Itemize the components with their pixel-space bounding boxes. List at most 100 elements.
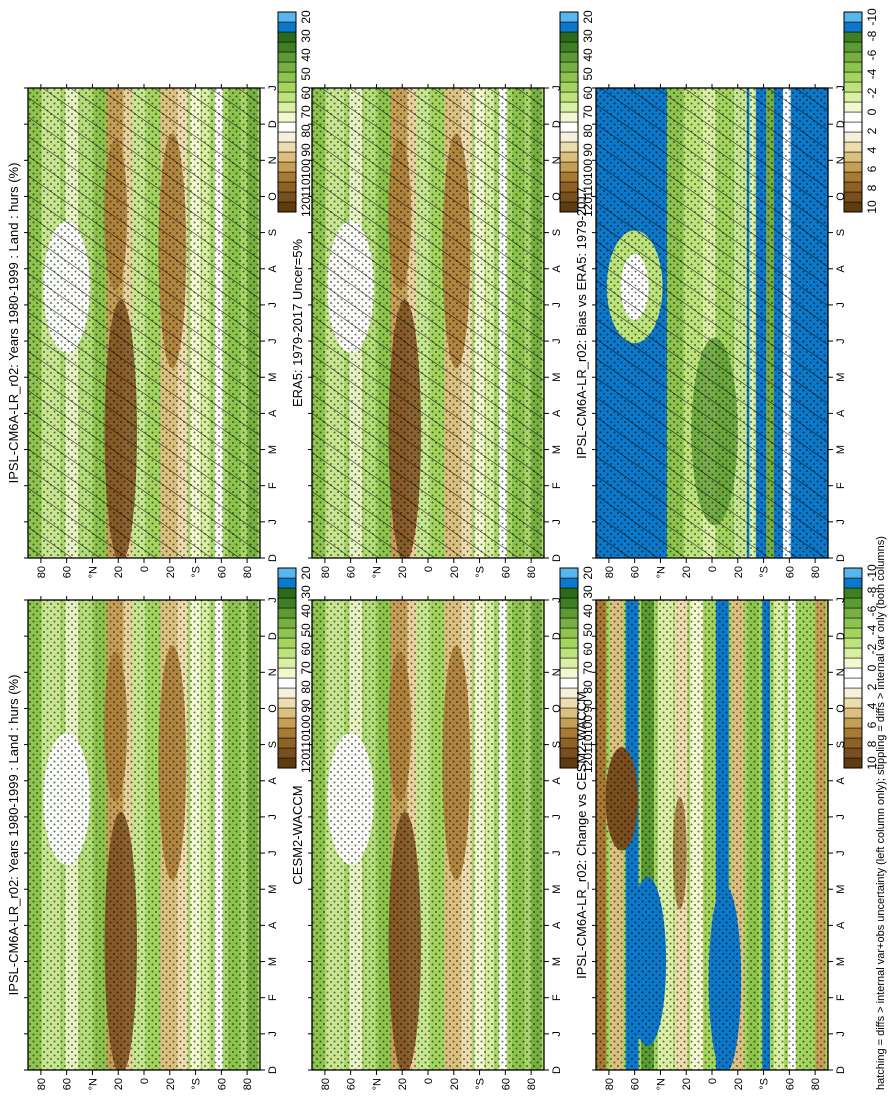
lat-tick-label: 0	[707, 566, 719, 572]
colorbar-swatch	[277, 41, 297, 53]
month-tick-label: F	[267, 482, 279, 489]
colorbar-swatch	[277, 647, 297, 659]
colorbar-swatch	[277, 11, 297, 23]
colorbar-tick-label: 0	[865, 664, 879, 671]
colorbar-swatch	[843, 51, 863, 63]
colorbar-swatch	[843, 727, 863, 739]
lat-tick-label: 60	[346, 1078, 358, 1090]
month-tick-label: S	[267, 741, 279, 748]
month-tick-label: O	[551, 704, 563, 713]
colorbar-tick-label: 80	[299, 124, 313, 138]
lat-tick-label: 60	[500, 1078, 512, 1090]
colorbar-swatch	[277, 101, 297, 113]
colorbar-tick-label: 50	[299, 67, 313, 81]
colorbar-swatch	[559, 657, 579, 669]
colorbar-swatch	[843, 121, 863, 133]
lat-tick-label: 80	[810, 566, 822, 578]
colorbar-tick-label: 70	[299, 661, 313, 675]
colorbar-tick-label: 110	[299, 178, 313, 197]
month-tick-label: J	[267, 338, 279, 344]
panel-title: IPSL-CM6A-LR_r02: Bias vs ERA5: 1979-201…	[574, 187, 589, 459]
colorbar-tick-label: 120	[581, 753, 595, 773]
month-tick-label: D	[835, 120, 847, 128]
colorbar-tick-label: 20	[581, 10, 595, 24]
lat-tick-label: °N	[655, 1078, 667, 1090]
panel-bottom-left: 80 60 °N 20 0 20 °S 60 80DJFMAMJJASONDJIPSL-CM6A…	[574, 8, 879, 578]
colorbar-swatch	[277, 111, 297, 123]
colorbar-tick-label: -4	[865, 624, 879, 635]
colorbar-tick-label: 110	[581, 178, 595, 197]
hatch-overlay	[596, 88, 828, 558]
month-tick-label: J	[551, 302, 563, 308]
colorbar-swatch	[559, 577, 579, 589]
colorbar-swatch	[843, 71, 863, 83]
colorbar-swatch	[843, 171, 863, 183]
colorbar-tick-label: 30	[299, 585, 313, 599]
month-tick-label: M	[835, 885, 847, 894]
colorbar-swatch	[277, 141, 297, 153]
month-tick-label: F	[835, 482, 847, 489]
lat-tick-label: °S	[475, 566, 487, 578]
lat-tick-label: °N	[87, 566, 99, 578]
colorbar-swatch	[559, 587, 579, 599]
colorbar-swatch	[277, 727, 297, 739]
month-tick-label: D	[267, 554, 279, 562]
colorbar-swatch	[843, 61, 863, 73]
month-tick-label: N	[267, 668, 279, 676]
colorbar-tick-label: 60	[581, 642, 595, 656]
month-tick-label: D	[835, 632, 847, 640]
panel-middle-right: 80 60 °N 20 0 20 °S 60 80 D J F M A M J J A S O N D J CESM2-WAC…	[290, 566, 595, 1090]
lat-tick-label: 80	[810, 1078, 822, 1090]
month-tick-label: J	[835, 597, 847, 603]
colorbar-frame	[843, 11, 863, 213]
panel-title: IPSL-CM6A-LR_r02: Years 1980-1999 : Land…	[6, 675, 21, 996]
colorbar-swatch	[277, 121, 297, 133]
lat-tick-label: 80	[604, 1078, 616, 1090]
colorbar-swatch	[277, 667, 297, 679]
colorbar-swatch	[277, 171, 297, 183]
colorbar-swatch	[559, 171, 579, 183]
month-tick-label: J	[551, 85, 563, 91]
colorbar-tick-label: 40	[299, 48, 313, 62]
lat-tick-label: 60	[216, 566, 228, 578]
colorbar-tick-label: 90	[581, 699, 595, 713]
colorbar-tick-label: -8	[865, 30, 879, 41]
lat-tick-label: 20	[397, 1078, 409, 1090]
month-tick-label: N	[551, 668, 563, 676]
month-tick-label: S	[835, 229, 847, 236]
colorbar-tick-label: 40	[581, 604, 595, 618]
panel-title: ERA5: 1979-2017 Uncer=5%	[290, 239, 305, 407]
month-tick-label: D	[551, 1066, 563, 1074]
month-tick-label: S	[551, 741, 563, 748]
month-tick-label: M	[835, 373, 847, 382]
colorbar-tick-label: -8	[865, 586, 879, 597]
colorbar-tick-label: 60	[299, 86, 313, 100]
month-tick-label: F	[551, 994, 563, 1001]
colorbar-tick-label: 100	[299, 715, 313, 735]
colorbar-tick-label: 100	[581, 715, 595, 735]
month-tick-label: M	[267, 885, 279, 894]
colorbar-tick-label: 0	[865, 108, 879, 115]
lat-tick-label: 0	[139, 1078, 151, 1084]
month-tick-label: A	[551, 776, 563, 784]
month-tick-label: A	[267, 776, 279, 784]
colorbar-tick-label: 50	[581, 67, 595, 81]
month-tick-label: A	[551, 921, 563, 929]
month-tick-label: A	[551, 409, 563, 417]
colorbar-swatch	[277, 707, 297, 719]
lat-tick-label: 60	[784, 1078, 796, 1090]
lat-tick-label: 60	[216, 1078, 228, 1090]
colorbar-tick-label: 120	[299, 753, 313, 773]
lat-tick-label: 60	[500, 566, 512, 578]
colorbar-tick-label: 60	[299, 642, 313, 656]
lat-tick-label: 60	[630, 1078, 642, 1090]
lat-tick-label: 80	[526, 566, 538, 578]
month-tick-label: J	[835, 338, 847, 344]
month-tick-label: N	[267, 156, 279, 164]
colorbar-swatch	[843, 151, 863, 163]
colorbar-tick-label: 80	[299, 680, 313, 694]
panel-title: IPSL-CM6A-LR_r02: Years 1980-1999 : Land…	[6, 163, 21, 484]
month-tick-label: D	[835, 1066, 847, 1074]
month-tick-label: M	[551, 957, 563, 966]
colorbar-tick-label: 90	[299, 699, 313, 713]
